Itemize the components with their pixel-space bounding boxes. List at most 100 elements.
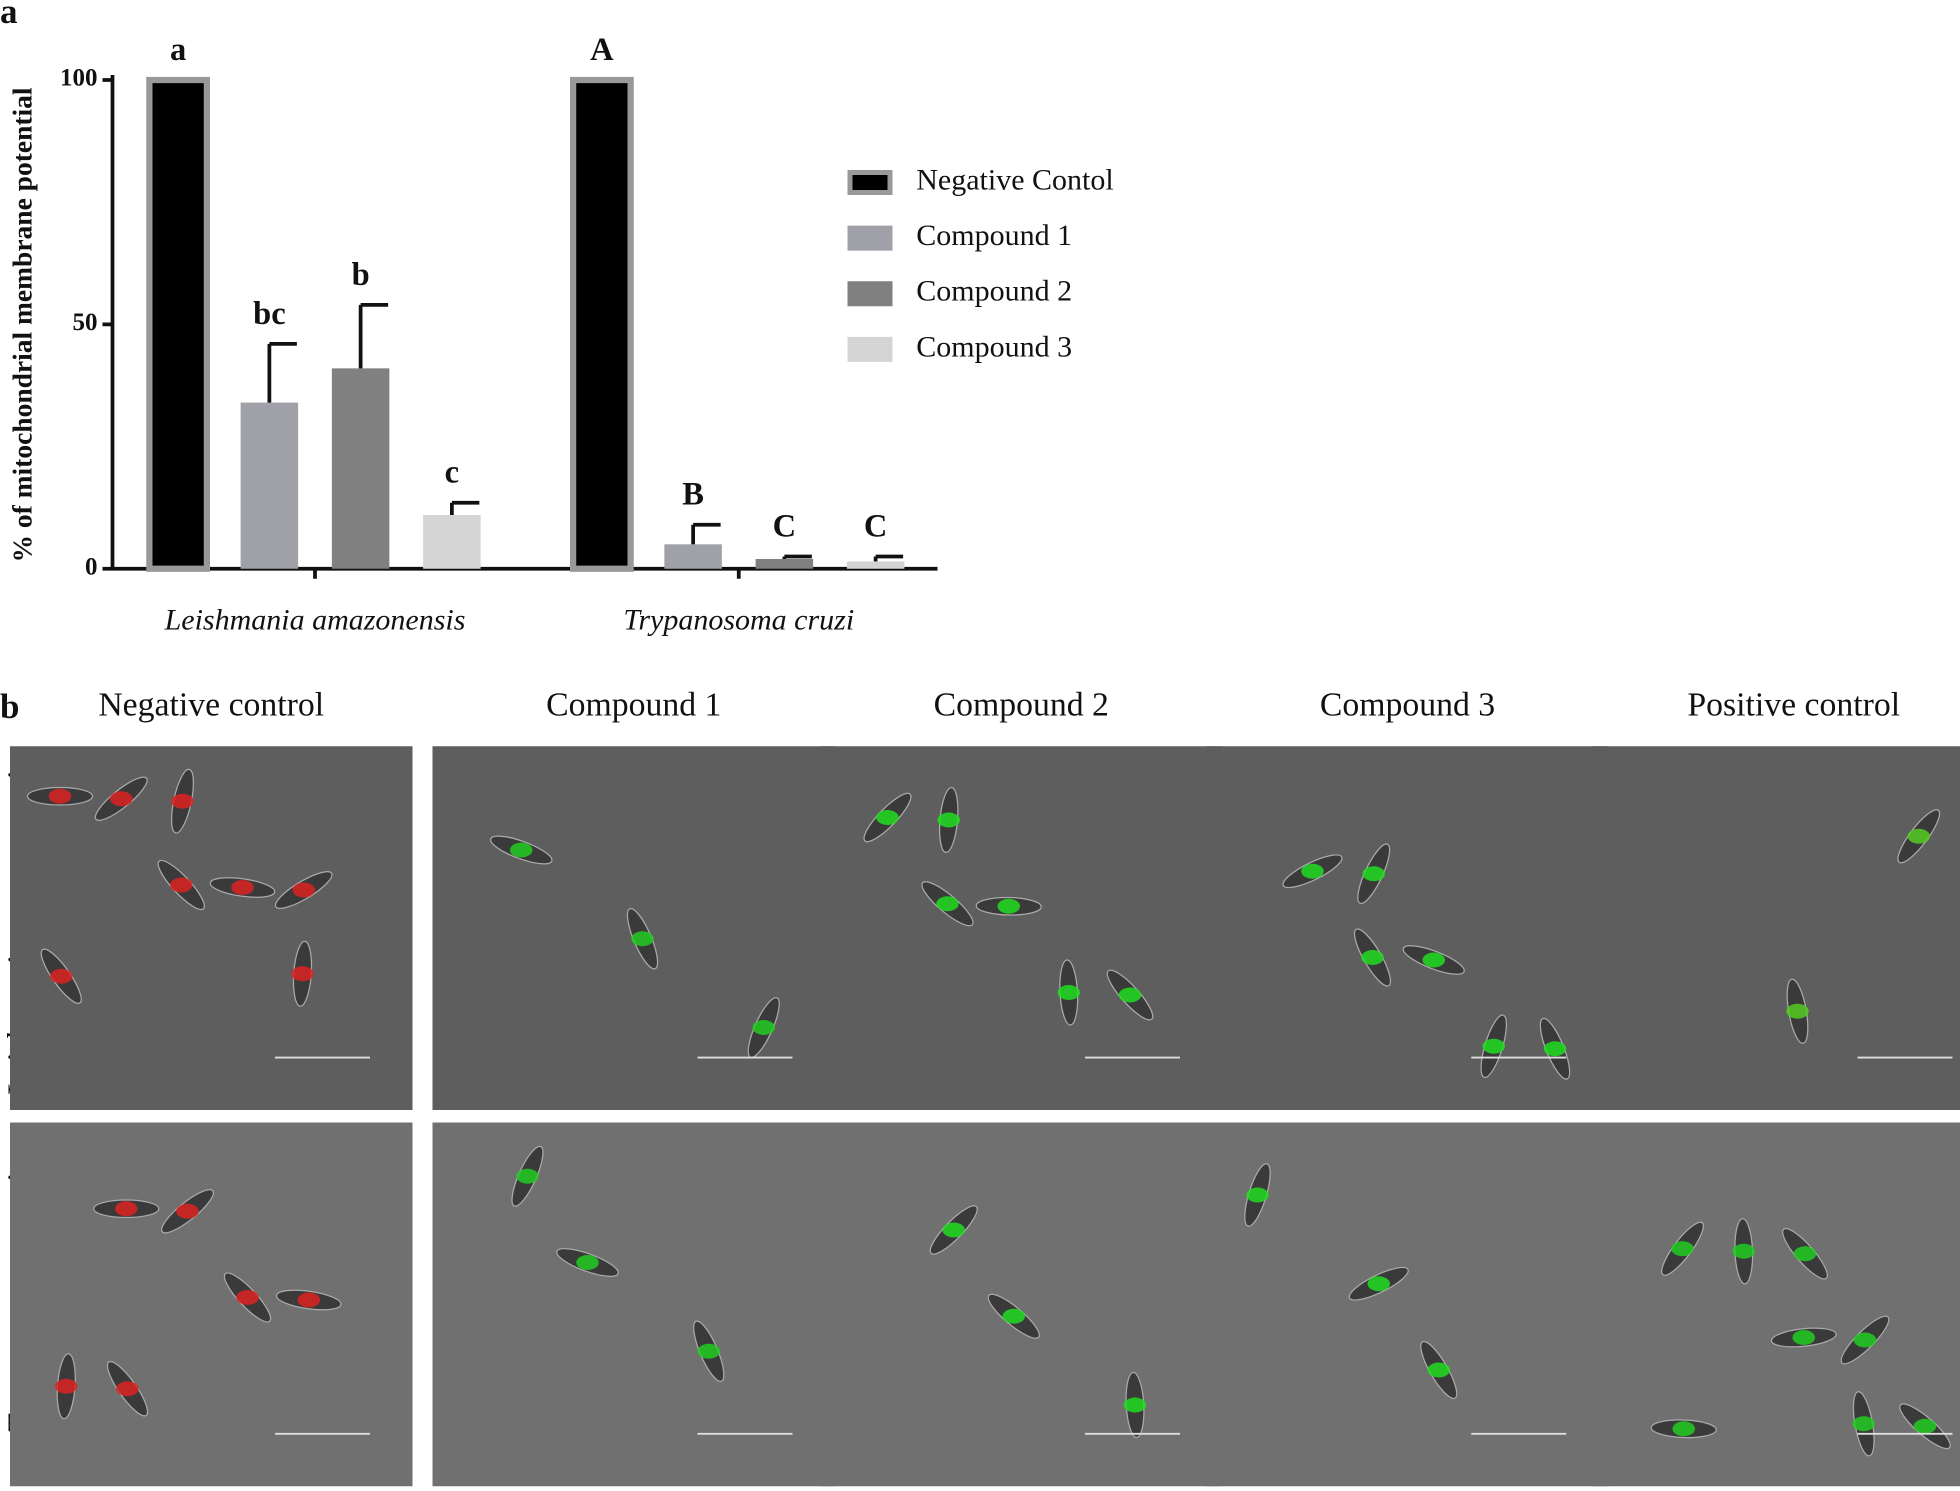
cell-stain <box>55 1378 78 1394</box>
cell-stain <box>1361 949 1384 965</box>
cell-stain <box>876 809 899 825</box>
cell-stain <box>116 1381 139 1397</box>
cell-stain <box>752 1019 775 1035</box>
cell-stain <box>1123 1397 1147 1413</box>
cell-stain <box>171 793 194 809</box>
cell-stain <box>937 812 960 828</box>
cell-stain <box>48 788 72 804</box>
cell-stain <box>997 898 1020 914</box>
cell-stain <box>516 1168 539 1184</box>
cell-stain <box>1853 1332 1877 1348</box>
bar <box>570 76 634 572</box>
micrograph-bg <box>1206 746 1609 1110</box>
bar <box>240 402 299 569</box>
cell-stain <box>1482 1038 1505 1054</box>
micrograph-bg <box>1592 746 1960 1110</box>
cell-stain <box>1246 1187 1269 1203</box>
cell-stain <box>1732 1243 1755 1259</box>
cell-stain <box>936 896 959 912</box>
cell-stain <box>1793 1246 1817 1262</box>
cell-stain <box>1002 1308 1025 1324</box>
legend-swatch <box>847 336 893 362</box>
column-title: Positive control <box>1687 686 1900 723</box>
cell-stain <box>231 879 254 895</box>
cell-stain <box>697 1343 720 1359</box>
micrograph-bg <box>1206 1122 1609 1487</box>
column-title: Negative control <box>98 686 324 723</box>
micrograph <box>432 746 835 1110</box>
legend-label: Compound 2 <box>916 275 1072 308</box>
significance-letter: C <box>864 508 887 544</box>
y-axis-label: % of mitochondrial membrane potential <box>6 87 37 562</box>
legend-label: Negative Contol <box>916 163 1113 196</box>
cell-stain <box>176 1203 199 1219</box>
cell-stain <box>1913 1418 1937 1434</box>
micrograph-bg <box>1592 1122 1960 1487</box>
bar <box>423 514 481 569</box>
cell-stain <box>236 1290 259 1305</box>
y-tick-label: 0 <box>85 553 98 580</box>
micrograph <box>1206 1122 1609 1487</box>
x-tick-label: Trypanosoma cruzi <box>623 603 854 636</box>
micrograph <box>820 746 1223 1110</box>
significance-letter: bc <box>253 296 286 332</box>
micrograph <box>10 1122 413 1487</box>
bar <box>846 561 905 569</box>
significance-letter: B <box>682 477 704 513</box>
cell-stain <box>1362 866 1385 882</box>
x-tick-label: Leishmania amazonensis <box>164 603 466 636</box>
cell-stain <box>292 882 316 898</box>
cell-stain <box>942 1222 965 1238</box>
bar <box>755 558 814 569</box>
bar <box>331 368 390 569</box>
micrograph <box>1592 1122 1960 1487</box>
panel-label: b <box>0 687 19 726</box>
cell-stain <box>110 791 133 807</box>
micrograph <box>1206 746 1609 1110</box>
cell-stain <box>510 842 533 858</box>
micrograph-bg <box>820 746 1223 1110</box>
legend-swatch <box>847 169 893 195</box>
cell-stain <box>1792 1330 1815 1345</box>
bar <box>664 544 722 569</box>
legend-swatch <box>847 225 893 251</box>
micrograph <box>10 746 413 1110</box>
micrograph <box>432 1122 835 1487</box>
cell-stain <box>1852 1416 1875 1432</box>
cell-stain <box>297 1292 321 1308</box>
y-tick-label: 100 <box>60 65 98 92</box>
cell-stain <box>1118 987 1142 1003</box>
cell-stain <box>1427 1362 1450 1378</box>
cell-stain <box>631 931 654 947</box>
cell-stain <box>1422 952 1445 968</box>
significance-letter: c <box>445 455 459 491</box>
significance-letter: b <box>352 257 370 293</box>
cell-stain <box>1672 1421 1695 1437</box>
legend-label: Compound 1 <box>916 219 1072 252</box>
micrograph-bg <box>10 1122 413 1487</box>
cell-stain <box>1057 984 1080 1000</box>
cell-stain <box>291 966 314 982</box>
micrograph-bg <box>820 1122 1223 1487</box>
micrograph <box>820 1122 1223 1487</box>
significance-letter: C <box>773 508 796 544</box>
cell-stain <box>1786 1003 1809 1019</box>
column-title: Compound 2 <box>934 686 1109 723</box>
micrograph-bg <box>10 746 413 1110</box>
cell-stain <box>1543 1041 1567 1057</box>
cell-stain <box>1367 1276 1390 1292</box>
micrograph <box>1592 746 1960 1110</box>
micrograph-bg <box>432 1122 835 1487</box>
panel-label: a <box>0 0 18 31</box>
column-title: Compound 1 <box>546 686 721 723</box>
cell-stain <box>576 1255 599 1270</box>
bar <box>146 76 211 572</box>
cell-stain <box>115 1201 138 1217</box>
cell-stain <box>1907 828 1930 844</box>
y-tick-label: 50 <box>73 309 98 336</box>
significance-letter: A <box>590 32 614 68</box>
legend-label: Compound 3 <box>916 330 1072 363</box>
significance-letter: a <box>170 32 186 68</box>
cell-stain <box>50 968 73 984</box>
